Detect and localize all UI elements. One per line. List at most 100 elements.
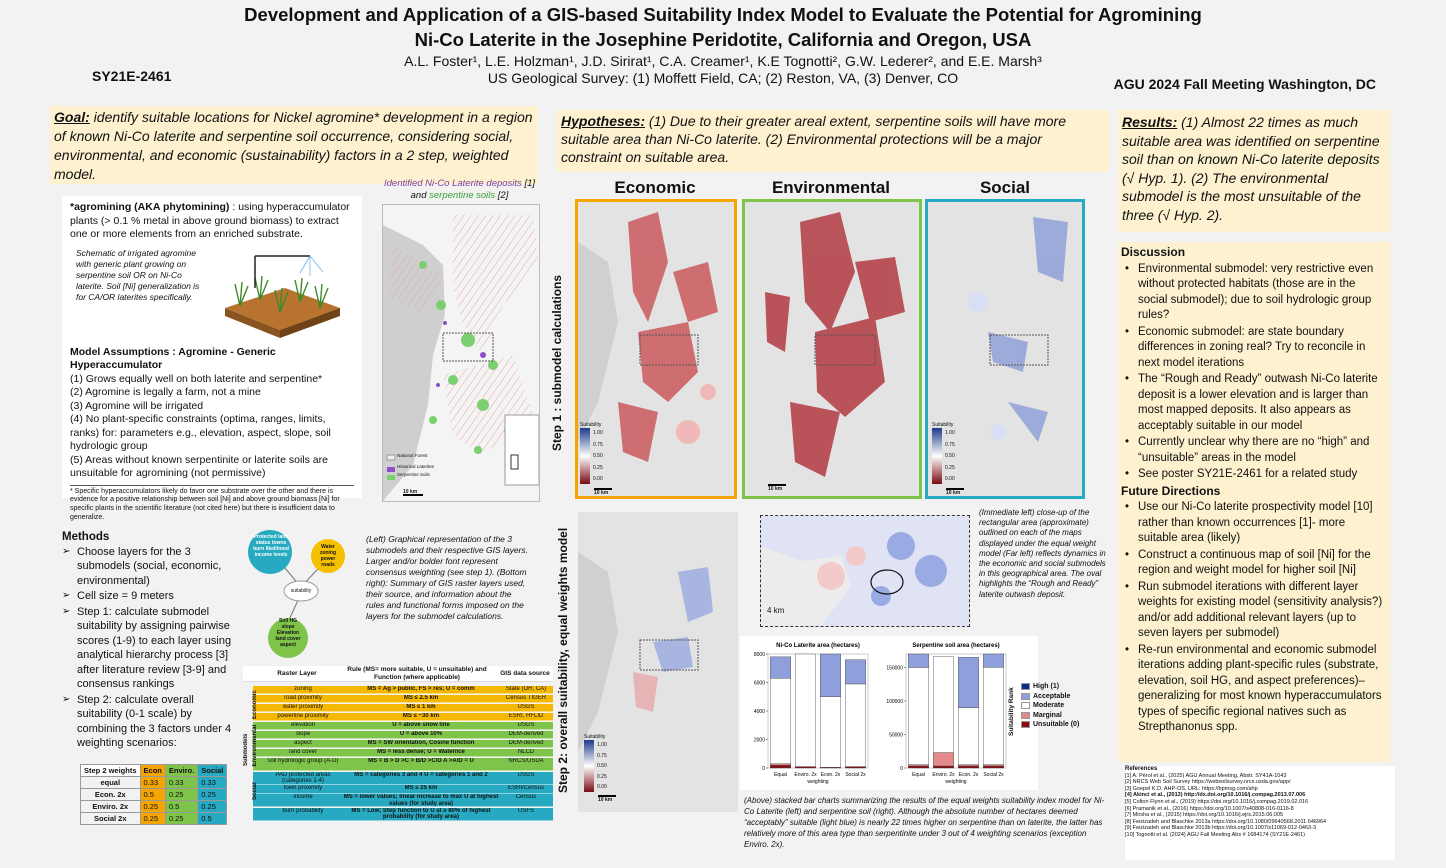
assumptions-heading: Model Assumptions : Agromine - Generic H… <box>70 345 276 372</box>
table-cell: NLCD <box>517 749 535 755</box>
raster-layer-table: Raster Layer Rule (MS= more suitable, U … <box>243 666 553 682</box>
y-tick-label: 4000 <box>754 709 765 715</box>
group-label: Economic <box>252 690 258 720</box>
methods-item-text: Choose layers for the 3 submodels (socia… <box>77 545 222 587</box>
table-header: Step 2 weights <box>80 764 141 777</box>
reference-item: [7] Mirsha et al., (2015) https://doi.or… <box>1125 812 1284 819</box>
bar-segment <box>983 765 1004 769</box>
rank-swatch <box>1021 683 1030 691</box>
table-row: burn probability MS = Low; Step function … <box>253 807 553 821</box>
agromining-box: *agromining (AKA phytomining) : using hy… <box>62 196 362 521</box>
discussion-heading: Discussion <box>1121 245 1186 259</box>
table-cell: powerline proximity <box>277 713 329 719</box>
step1-label: Step 1 : submodel calculations <box>550 274 564 452</box>
bar-segment <box>958 657 979 708</box>
rank-swatch <box>1021 692 1030 700</box>
discussion-item: Economic submodel: are state boundary di… <box>1123 325 1387 372</box>
rank-label: Moderate <box>1033 702 1065 710</box>
bar-segment <box>933 765 954 769</box>
x-tick-label: Enviro. 2x <box>932 772 955 778</box>
table-cell: MS = Ag > public, FS > res; U = comm <box>367 686 475 692</box>
table-cell: ESRI, HFLID <box>508 713 544 719</box>
table-row: Social 2x 0.25 0.25 0.5 <box>80 812 228 825</box>
table-row: Step 2 weights Econ Enviro. Social <box>80 764 228 777</box>
node-social: Protected land status towns burn likelih… <box>253 534 289 558</box>
methods-item-text: Step 2: calculate overall suitability (0… <box>77 693 232 750</box>
table-cell: MS = B > D >C > B/D >C/D A >A/D = U <box>368 758 474 764</box>
table-cell: USGS <box>517 722 535 728</box>
legend-tick: 1.00 <box>945 430 955 436</box>
social-title: Social <box>979 178 1031 197</box>
x-tick-label: Equal <box>774 772 787 778</box>
bar-segment <box>795 766 816 769</box>
agromining-heading: *agromining (AKA phytomining) <box>70 201 230 213</box>
methods-item: Cell size = 9 meters <box>62 589 242 604</box>
table-row: powerline proximity MS ≤ ~30 km ESRI, HFLI… <box>253 713 553 722</box>
social-map <box>925 199 1085 499</box>
table-row: Environmental elevation U = above snow lin… <box>252 722 553 767</box>
table-cell: Econ. 2x <box>80 788 141 801</box>
discussion-item: The “Rough and Ready” outwash Ni-Co late… <box>1123 372 1387 434</box>
table-cell: Enviro. 2x <box>80 800 141 813</box>
deposit-map-title: Identified Ni-Co Laterite deposits [1] a… <box>372 178 547 202</box>
future-list: Use our Ni-Co laterite prospectivity mod… <box>1123 500 1387 736</box>
table-cell: Census <box>515 794 537 801</box>
legend-tick: 0.75 <box>597 752 607 759</box>
table-row: aspect MS = SW orientation, Cosine functi… <box>253 740 553 749</box>
table-cell: USFS <box>517 807 534 814</box>
economic-map-graphic <box>578 202 734 496</box>
legend-tick: 0.75 <box>945 441 955 448</box>
y-tick-label: 150000 <box>886 665 903 671</box>
future-heading: Future Directions <box>1121 483 1221 498</box>
hypotheses-box: Hypotheses: (1) Due to their greater are… <box>557 110 1109 172</box>
legend-laterites: Historical Laterites <box>397 464 435 469</box>
closeup-scale: 4 km <box>767 606 785 615</box>
table-header: Rule (MS= more suitable, U = unsuitable)… <box>337 666 497 682</box>
table-cell: MS ≤ 25 km <box>404 785 438 792</box>
table-cell: 0.25 <box>197 800 228 813</box>
y-tick-label: 50000 <box>889 732 903 738</box>
discussion-box: Discussion Environmental submodel: very … <box>1118 242 1390 762</box>
discussion-item: Currently unclear why there are no “high… <box>1123 435 1387 466</box>
environmental-map <box>742 199 922 499</box>
bar-segment <box>983 666 1004 765</box>
rank-label: Unsuitable (0) <box>1033 721 1080 729</box>
poster-title-line1: Development and Application of a GIS-bas… <box>244 4 1202 25</box>
table-cell: road proximity <box>284 695 322 701</box>
table-cell: zoning <box>294 686 312 692</box>
legend-title: Suitability <box>932 422 954 428</box>
table-cell: income <box>293 794 313 801</box>
table-cell: 0.33 <box>164 776 199 789</box>
table-cell: 0.33 <box>139 776 166 789</box>
equal-weight-map-graphic <box>578 552 713 752</box>
table-cell: 0.25 <box>164 812 199 825</box>
node-economic: Water zoning power roads <box>319 544 337 568</box>
scale-bar-label: 10 km <box>594 487 612 496</box>
assumptions-list: (1) Grows equally well on both laterite … <box>70 373 354 481</box>
legend-colorbar <box>932 428 942 484</box>
methods-item: Step 2: calculate overall suitability (0… <box>62 693 242 751</box>
table-row: Raster Layer Rule (MS= more suitable, U … <box>243 666 553 682</box>
y-tick-label: 100000 <box>886 699 903 705</box>
table-cell: 0.25 <box>164 788 199 801</box>
bar-segment <box>908 764 929 767</box>
title-and: and <box>410 190 427 201</box>
agromine-schematic <box>225 254 340 338</box>
legend-tick: 0.50 <box>597 763 607 769</box>
y-tick-label: 0 <box>762 766 765 772</box>
methods-item-text: Step 1: calculate submodel suitability b… <box>77 605 232 691</box>
table-cell <box>243 666 257 682</box>
table-cell: MS = SW orientation, Cosine function <box>367 740 475 746</box>
table-row: slope U = above 10% DEM-derived <box>253 731 553 740</box>
table-cell: MS = categories 3 and 4 U = categories 1… <box>354 771 488 778</box>
legend-ticks: 1.00 0.75 0.50 0.25 0.00 <box>945 428 955 486</box>
bar-charts-svg: Ni-Co Laterite area (hectares) 0 2000 4000 6… <box>754 643 1007 785</box>
x-tick-label: Econ. 2x <box>959 772 979 778</box>
table-cell: 0.25 <box>197 788 228 801</box>
legend-tick: 0.75 <box>593 441 603 448</box>
legend-title: Suitability <box>580 422 602 428</box>
rank-label: Marginal <box>1033 711 1062 719</box>
table-cell: MS ≤ 2.5 km <box>403 695 439 701</box>
chart-title: Ni-Co Laterite area (hectares) <box>776 643 860 649</box>
table-cell: ESRI/Census <box>507 785 544 792</box>
